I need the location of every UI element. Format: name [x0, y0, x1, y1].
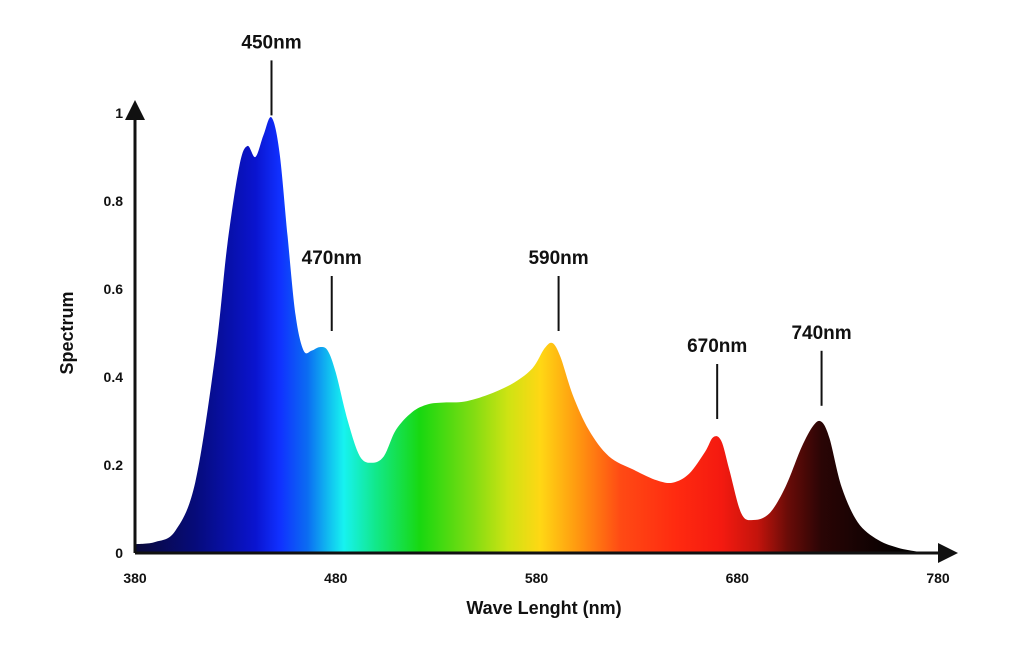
x-tick-label: 380	[123, 570, 147, 586]
y-axis-arrow-icon	[125, 100, 145, 120]
peak-label: 590nm	[528, 248, 588, 269]
x-axis-title: Wave Lenght (nm)	[466, 598, 621, 618]
x-tick-label: 680	[726, 570, 750, 586]
x-tick-label: 580	[525, 570, 549, 586]
y-tick-label: 0.2	[104, 457, 124, 473]
peak-label: 740nm	[791, 323, 851, 344]
peak-annotations: 450nm 470nm 590nm 670nm 740nm	[241, 32, 852, 419]
spectrum-area	[135, 117, 928, 553]
axes	[125, 100, 958, 563]
x-tick-label: 480	[324, 570, 348, 586]
y-tick-labels: 0 0.2 0.4 0.6 0.8 1	[104, 105, 124, 561]
y-tick-label: 0.4	[104, 369, 124, 385]
peak-label: 470nm	[302, 248, 362, 269]
x-tick-labels: 380 480 580 680 780	[123, 570, 950, 586]
y-tick-label: 0	[115, 545, 123, 561]
y-axis-title: Spectrum	[57, 291, 77, 374]
y-tick-label: 0.8	[104, 193, 124, 209]
y-tick-label: 1	[115, 105, 123, 121]
peak-label: 450nm	[241, 32, 301, 53]
peak-label: 670nm	[687, 336, 747, 357]
x-axis-arrow-icon	[938, 543, 958, 563]
y-tick-label: 0.6	[104, 281, 124, 297]
plot-area	[135, 117, 928, 553]
x-tick-label: 780	[926, 570, 950, 586]
